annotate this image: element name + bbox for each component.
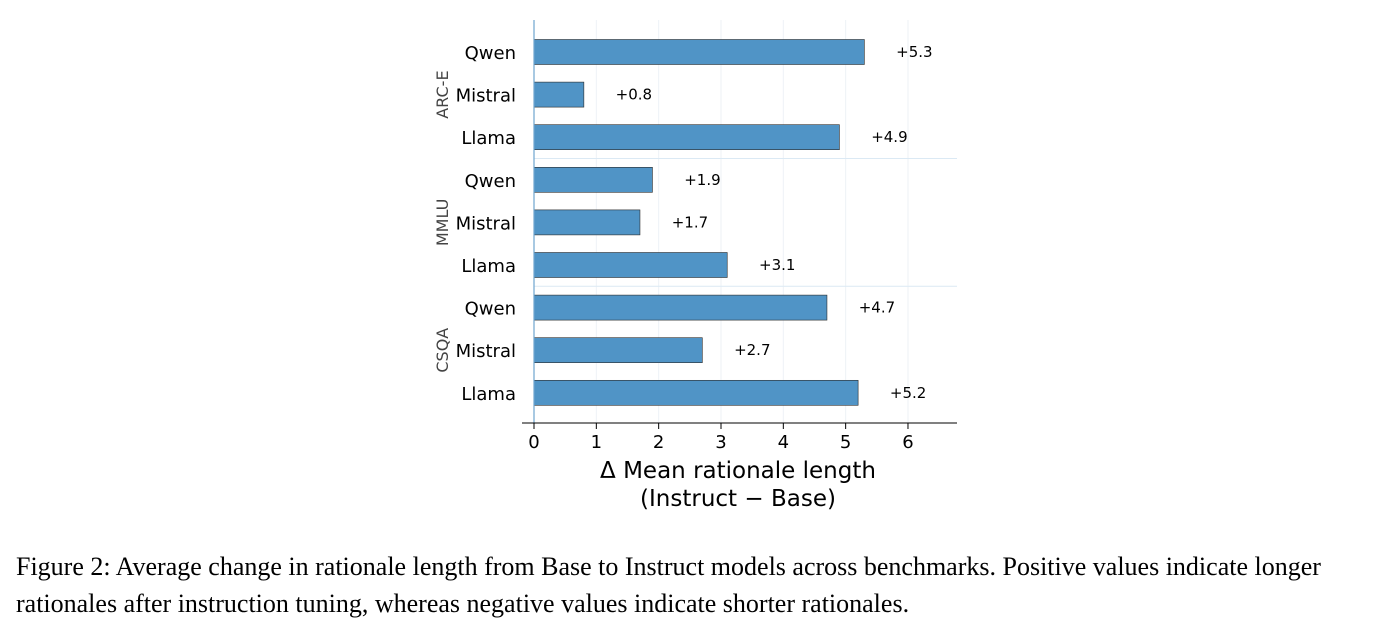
y-tick-label: Llama — [461, 384, 516, 405]
figure-caption: Figure 2: Average change in rationale le… — [16, 552, 1321, 618]
data-label: +2.7 — [734, 341, 770, 359]
y-tick-label: Mistral — [456, 86, 516, 107]
x-tick-label: 2 — [653, 432, 664, 453]
y-tick-label: Qwen — [465, 299, 516, 320]
x-axis-label-line1: Δ Mean rationale length — [600, 458, 876, 484]
y-tick-label: Llama — [461, 128, 516, 149]
group-label: ARC-E — [433, 70, 452, 118]
x-tick-label: 6 — [902, 432, 913, 453]
grid-lines — [533, 20, 909, 423]
x-tick-label: 4 — [778, 432, 789, 453]
data-label: +3.1 — [759, 256, 795, 274]
y-tick-label: Mistral — [456, 213, 516, 234]
group-separators — [534, 158, 957, 287]
bar-chart: +5.3 +0.8 +4.9 +1.9 +1.7 +3.1 +4.7 +2.7 +5.2 0 1 2… — [433, 20, 957, 512]
bar — [533, 379, 859, 406]
x-tick-label: 5 — [840, 432, 851, 453]
data-label: +1.7 — [672, 213, 708, 231]
y-tick-label: Llama — [461, 256, 516, 277]
bar — [533, 294, 828, 321]
group-label: CSQA — [433, 328, 452, 373]
axes: 0 1 2 3 4 5 6 Qwen Mistral Llama ARC-E Qwen Mistral L… — [433, 20, 957, 453]
bar — [533, 337, 703, 364]
data-label: +1.9 — [684, 171, 720, 189]
x-tick-label: 0 — [528, 432, 539, 453]
bar — [533, 124, 840, 150]
y-tick-label: Qwen — [465, 43, 516, 64]
x-tick-label: 1 — [591, 432, 602, 453]
x-axis-label-line2: (Instruct − Base) — [640, 486, 836, 512]
data-label: +5.2 — [890, 384, 926, 402]
data-label: +4.9 — [871, 128, 907, 146]
bar — [533, 209, 641, 236]
x-tick-label: 3 — [715, 432, 726, 453]
bar — [533, 81, 585, 108]
data-label: +4.7 — [859, 299, 895, 317]
bar — [533, 252, 728, 278]
data-label: +5.3 — [896, 43, 932, 61]
bar — [533, 167, 653, 193]
y-tick-label: Qwen — [465, 171, 516, 192]
bar — [533, 39, 865, 65]
group-label: MMLU — [433, 199, 452, 246]
bars: +5.3 +0.8 +4.9 +1.9 +1.7 +3.1 +4.7 +2.7 +5.2 — [533, 39, 933, 406]
data-label: +0.8 — [616, 86, 652, 104]
y-tick-label: Mistral — [456, 341, 516, 362]
